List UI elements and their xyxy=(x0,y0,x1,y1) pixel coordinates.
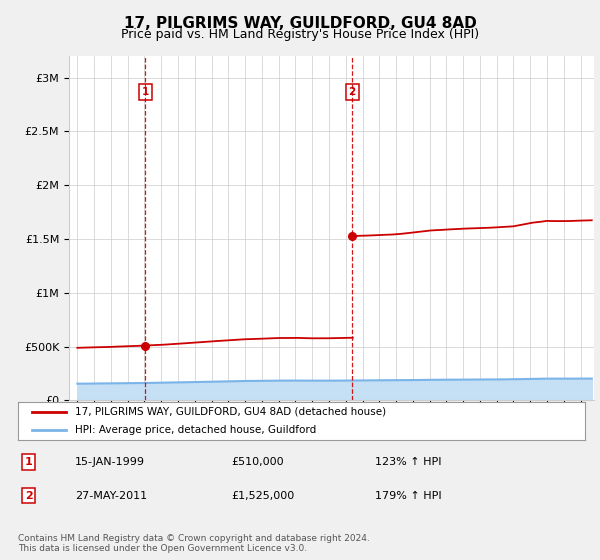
Text: Contains HM Land Registry data © Crown copyright and database right 2024.
This d: Contains HM Land Registry data © Crown c… xyxy=(18,534,370,553)
Text: 1: 1 xyxy=(142,87,149,97)
Text: 2: 2 xyxy=(25,491,32,501)
Text: 27-MAY-2011: 27-MAY-2011 xyxy=(75,491,147,501)
Text: £510,000: £510,000 xyxy=(231,457,284,467)
Text: 123% ↑ HPI: 123% ↑ HPI xyxy=(375,457,442,467)
Text: HPI: Average price, detached house, Guildford: HPI: Average price, detached house, Guil… xyxy=(75,425,316,435)
Text: 2: 2 xyxy=(349,87,356,97)
Text: 17, PILGRIMS WAY, GUILDFORD, GU4 8AD (detached house): 17, PILGRIMS WAY, GUILDFORD, GU4 8AD (de… xyxy=(75,407,386,417)
Text: 15-JAN-1999: 15-JAN-1999 xyxy=(75,457,145,467)
Text: Price paid vs. HM Land Registry's House Price Index (HPI): Price paid vs. HM Land Registry's House … xyxy=(121,28,479,41)
Text: 17, PILGRIMS WAY, GUILDFORD, GU4 8AD: 17, PILGRIMS WAY, GUILDFORD, GU4 8AD xyxy=(124,16,476,31)
Text: 1: 1 xyxy=(25,457,32,467)
Text: £1,525,000: £1,525,000 xyxy=(231,491,294,501)
Text: 179% ↑ HPI: 179% ↑ HPI xyxy=(375,491,442,501)
